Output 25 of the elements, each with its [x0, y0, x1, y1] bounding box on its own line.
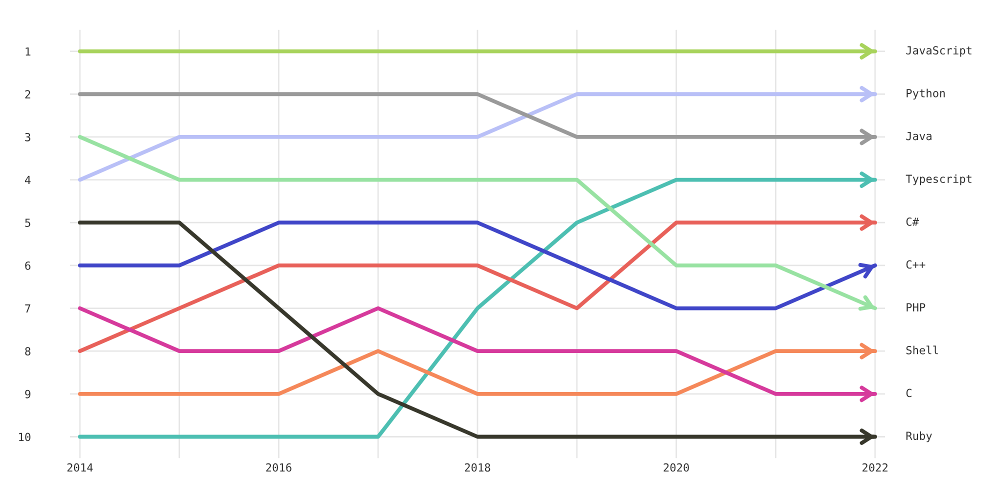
- x-tick-label: 2016: [266, 463, 292, 472]
- x-tick-label: 2018: [464, 463, 490, 472]
- text: C#: [906, 217, 919, 226]
- y-tick-label: 3: [25, 132, 30, 142]
- y-tick-label: 6: [25, 261, 30, 270]
- text: C++: [906, 260, 926, 269]
- x-tick-label: 2014: [67, 463, 93, 472]
- y-tick-label: 1: [26, 47, 30, 56]
- y-tick-label: 10: [19, 432, 30, 442]
- text: Java: [906, 132, 932, 140]
- text: PHP: [906, 303, 926, 312]
- y-tick-label: 9: [25, 390, 30, 398]
- text: JavaScript: [906, 46, 972, 57]
- text: Shell: [906, 346, 938, 354]
- y-tick-label: 7: [25, 304, 30, 313]
- y-tick-label: 5: [25, 218, 30, 228]
- y-tick-label: 2: [25, 90, 30, 98]
- x-tick-label: 2020: [664, 463, 689, 472]
- text: Ruby: [906, 431, 932, 442]
- text: Typescript: [906, 174, 972, 186]
- y-tick-label: 4: [24, 176, 31, 184]
- y-tick-label: 8: [25, 347, 30, 356]
- x-tick-label: 2022: [862, 463, 888, 472]
- text: Python: [906, 88, 945, 100]
- text: C: [906, 388, 912, 398]
